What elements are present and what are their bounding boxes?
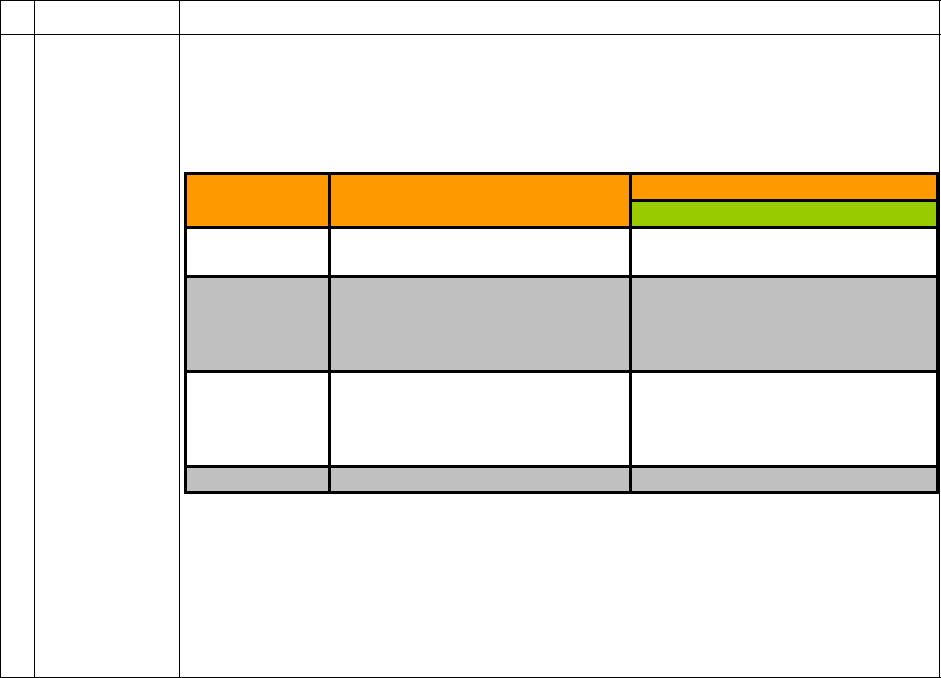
table-cell xyxy=(184,275,331,373)
table-cell xyxy=(328,226,632,278)
header-cell-2 xyxy=(328,172,632,229)
header-cell-1 xyxy=(184,172,331,229)
outer-column-divider-2 xyxy=(179,0,180,678)
table-cell xyxy=(328,465,632,494)
table-cell xyxy=(184,226,331,278)
table-cell xyxy=(629,465,939,494)
data-table xyxy=(184,172,939,494)
table-cell xyxy=(629,275,939,373)
outer-border-right xyxy=(939,0,940,678)
outer-column-divider-1 xyxy=(34,0,35,678)
outer-border-top xyxy=(0,0,941,1)
table-cell xyxy=(184,370,331,468)
table-cell xyxy=(629,370,939,468)
table-row xyxy=(184,370,939,468)
table-row xyxy=(184,275,939,373)
outer-border-left xyxy=(0,0,1,678)
table-cell xyxy=(184,465,331,494)
subheader-cell xyxy=(629,199,939,229)
outer-divider-header xyxy=(0,34,941,35)
table-subheader-row xyxy=(186,199,939,229)
table-cell xyxy=(629,226,939,278)
table-row xyxy=(184,226,939,278)
table-header-row xyxy=(184,172,939,229)
table-cell xyxy=(328,370,632,468)
table-cell xyxy=(328,275,632,373)
header-cell-3 xyxy=(629,172,939,202)
table-row xyxy=(184,465,939,494)
